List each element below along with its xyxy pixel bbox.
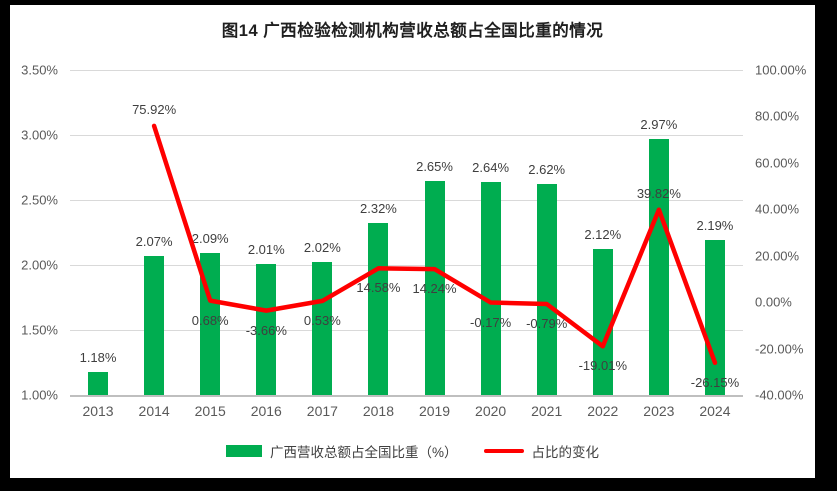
bar bbox=[256, 263, 277, 395]
legend-swatch-line bbox=[483, 448, 524, 454]
x-axis-label: 2019 bbox=[418, 403, 451, 419]
bar-value-label: 2.64% bbox=[472, 159, 510, 175]
gridline bbox=[70, 265, 743, 266]
y-axis-tick-left: 3.00% bbox=[21, 127, 58, 143]
bar-value-label: 2.65% bbox=[416, 158, 453, 174]
gridline bbox=[70, 70, 743, 71]
gridline bbox=[70, 330, 743, 331]
line-value-label: -19.01% bbox=[578, 358, 627, 374]
line-value-label: -26.15% bbox=[690, 374, 740, 390]
y-axis-tick-left: 1.00% bbox=[21, 387, 58, 403]
legend-label: 广西营收总额占全国比重（%） bbox=[269, 445, 458, 460]
chart-title: 图14 广西检验检测机构营收总额占全国比重的情况 bbox=[221, 22, 604, 40]
bar-value-label: 2.09% bbox=[191, 231, 229, 247]
line-value-label: 75.92% bbox=[132, 101, 177, 117]
x-axis-label: 2018 bbox=[362, 403, 395, 419]
bar-value-label: 2.12% bbox=[584, 227, 622, 243]
x-axis-label: 2015 bbox=[194, 403, 226, 419]
trend-line-path bbox=[151, 123, 718, 366]
y-axis-tick-right: 20.00% bbox=[755, 248, 800, 264]
chart-legend: 广西营收总额占全国比重（%） 占比的变化 bbox=[10, 441, 815, 461]
y-axis-tick-right: -40.00% bbox=[755, 387, 804, 403]
gridline bbox=[70, 200, 743, 201]
x-axis-label: 2017 bbox=[306, 403, 338, 419]
bar bbox=[88, 371, 109, 395]
legend-label: 占比的变化 bbox=[531, 445, 600, 460]
plot-area: 3.50% 3.00% 2.50% 2.00% 1.50% 1.00% 100.00% 80.… bbox=[10, 5, 815, 478]
x-axis-label: 2013 bbox=[82, 403, 114, 419]
line-value-label: -3.66% bbox=[245, 322, 287, 338]
line-value-label: -0.17% bbox=[470, 314, 512, 330]
line-value-label: 14.58% bbox=[356, 280, 401, 296]
bar-value-label: 2.07% bbox=[135, 233, 173, 249]
y-axis-tick-right: 60.00% bbox=[755, 155, 800, 171]
x-axis-label: 2022 bbox=[587, 403, 619, 419]
x-axis-label: 2023 bbox=[643, 403, 675, 419]
y-axis-tick-left: 1.50% bbox=[21, 322, 58, 338]
trend-line bbox=[151, 123, 718, 366]
line-value-label: 0.53% bbox=[303, 312, 341, 328]
bar-value-label: 1.18% bbox=[79, 349, 117, 365]
bar bbox=[536, 184, 557, 395]
legend-item: 广西营收总额占全国比重（%） bbox=[225, 441, 458, 461]
y-axis-tick-right: 40.00% bbox=[755, 201, 800, 217]
y-axis-tick-right: 0.00% bbox=[755, 294, 792, 310]
y-axis-tick-left: 2.50% bbox=[21, 192, 58, 208]
x-axis-label: 2021 bbox=[531, 403, 563, 419]
bar bbox=[144, 255, 165, 395]
bar bbox=[592, 249, 613, 395]
bar-value-label: 2.01% bbox=[247, 241, 285, 257]
line-value-label: -0.79% bbox=[526, 315, 568, 331]
line-value-label: 0.68% bbox=[191, 312, 229, 328]
legend-item: 占比的变化 bbox=[483, 441, 600, 461]
bar-value-label: 2.62% bbox=[528, 162, 566, 178]
legend-swatch-bar bbox=[225, 445, 262, 457]
y-axis-tick-right: -20.00% bbox=[755, 341, 804, 357]
bar bbox=[648, 138, 669, 395]
y-axis-tick-right: 80.00% bbox=[755, 108, 800, 124]
bar-value-label: 2.97% bbox=[640, 116, 678, 132]
x-axis-label: 2024 bbox=[699, 403, 731, 419]
bar-value-label: 2.32% bbox=[360, 201, 397, 217]
line-value-label: 39.82% bbox=[636, 185, 681, 201]
x-axis-label: 2016 bbox=[250, 403, 282, 419]
line-value-label: 14.24% bbox=[412, 281, 457, 297]
chart-container: 图14 广西检验检测机构营收总额占全国比重的情况 3.50% 3.00% 2.50%… bbox=[10, 5, 815, 478]
x-axis-label: 2020 bbox=[475, 403, 507, 419]
bar-value-label: 2.02% bbox=[303, 240, 341, 256]
gridline bbox=[70, 135, 743, 136]
x-axis-label: 2014 bbox=[138, 403, 170, 419]
y-axis-tick-right: 100.00% bbox=[755, 62, 807, 78]
bar-value-label: 2.19% bbox=[696, 218, 734, 234]
bar bbox=[424, 180, 445, 395]
bar bbox=[704, 240, 725, 395]
bar bbox=[480, 181, 501, 395]
y-axis-tick-left: 3.50% bbox=[21, 62, 58, 78]
y-axis-tick-left: 2.00% bbox=[21, 257, 58, 273]
x-axis-line bbox=[70, 395, 743, 397]
